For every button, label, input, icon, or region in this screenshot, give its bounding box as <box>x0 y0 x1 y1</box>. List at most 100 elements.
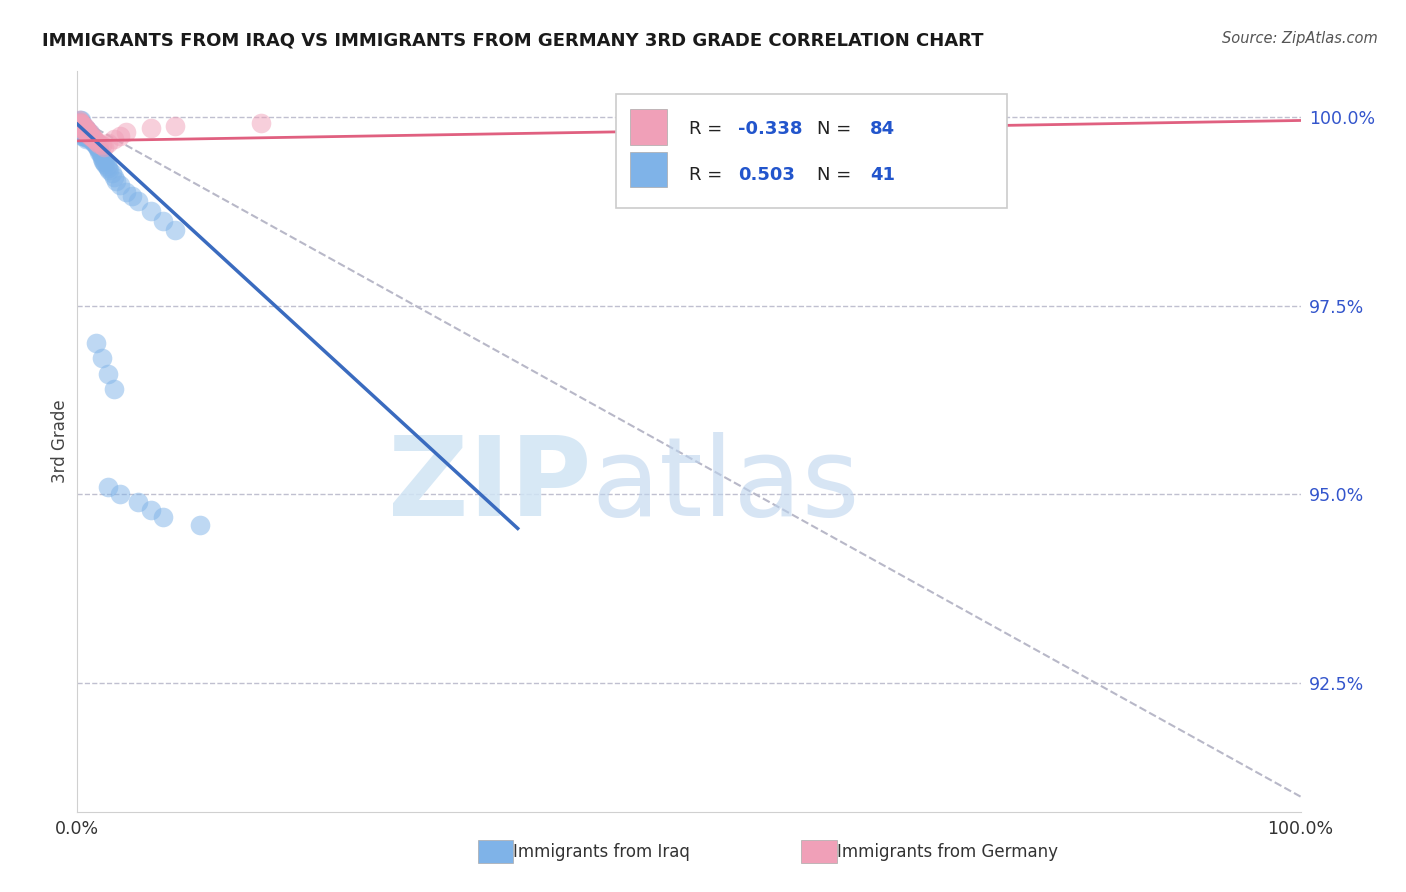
Point <box>77 125 100 139</box>
Point <box>79 126 101 140</box>
Point <box>128 194 150 209</box>
Text: Immigrants from Iraq: Immigrants from Iraq <box>513 843 690 861</box>
Point <box>70 117 93 131</box>
Point <box>79 126 101 140</box>
Point <box>69 119 91 133</box>
Point <box>76 126 98 140</box>
Point <box>80 130 103 145</box>
Point <box>77 130 100 145</box>
Point <box>84 138 107 153</box>
Point <box>97 367 120 381</box>
Point <box>100 166 122 180</box>
Point <box>69 113 91 128</box>
Point <box>77 127 100 141</box>
Point <box>84 336 107 351</box>
Point <box>152 510 174 524</box>
Point <box>250 116 273 130</box>
Text: Source: ZipAtlas.com: Source: ZipAtlas.com <box>1222 31 1378 46</box>
Point <box>67 113 90 128</box>
Point <box>97 136 120 150</box>
Point <box>139 502 162 516</box>
Point <box>69 115 91 129</box>
Point <box>94 156 117 170</box>
Point <box>73 120 96 135</box>
Point <box>90 138 112 153</box>
Point <box>70 126 93 140</box>
Point <box>70 123 93 137</box>
Point <box>70 123 93 137</box>
Point <box>90 146 112 161</box>
Point <box>70 113 93 128</box>
Point <box>76 123 98 137</box>
FancyBboxPatch shape <box>630 152 666 187</box>
Point <box>108 178 131 192</box>
Point <box>72 123 94 137</box>
Point <box>152 214 174 228</box>
Point <box>103 132 125 146</box>
Point <box>77 125 100 139</box>
Point <box>90 351 112 366</box>
Point <box>922 115 945 129</box>
Point <box>115 186 138 200</box>
Point <box>72 129 94 144</box>
Point <box>82 131 104 145</box>
Point <box>103 170 125 185</box>
Point <box>80 128 103 143</box>
Point <box>75 124 97 138</box>
Point <box>75 121 97 136</box>
Point <box>70 117 93 131</box>
Text: N =: N = <box>817 166 858 184</box>
Point <box>76 126 98 140</box>
Point <box>80 133 103 147</box>
Point <box>76 131 98 145</box>
Point <box>69 121 91 136</box>
Point <box>70 120 93 135</box>
Point <box>105 174 128 188</box>
Point <box>103 382 125 396</box>
Point <box>72 125 94 139</box>
Point <box>70 120 93 134</box>
Point <box>82 135 104 149</box>
Point <box>73 122 96 136</box>
Point <box>69 117 91 131</box>
Text: R =: R = <box>689 166 728 184</box>
Point <box>70 121 93 136</box>
Point <box>70 128 93 143</box>
Point <box>73 124 96 138</box>
Text: atlas: atlas <box>591 433 859 540</box>
Text: -0.338: -0.338 <box>738 120 803 138</box>
Point <box>75 121 97 136</box>
Point <box>86 136 108 150</box>
Point <box>121 189 143 203</box>
Point <box>139 121 162 136</box>
Point <box>89 136 111 151</box>
Point <box>70 116 93 130</box>
Point <box>128 495 150 509</box>
FancyBboxPatch shape <box>630 110 666 145</box>
Point <box>89 143 111 157</box>
Point <box>70 121 93 136</box>
Text: Immigrants from Germany: Immigrants from Germany <box>837 843 1057 861</box>
Point <box>79 128 101 143</box>
Point <box>73 128 96 143</box>
FancyBboxPatch shape <box>616 94 1007 209</box>
Point <box>67 115 90 129</box>
Point <box>70 121 93 136</box>
Point <box>91 153 114 168</box>
Point <box>77 128 100 142</box>
Point <box>108 487 131 501</box>
Point <box>83 132 105 146</box>
Point <box>115 125 138 139</box>
Point <box>70 126 93 140</box>
Point <box>90 149 112 163</box>
Point <box>96 159 118 173</box>
Point <box>76 128 98 143</box>
Point <box>72 121 94 136</box>
Point <box>72 119 94 133</box>
Point <box>80 131 103 145</box>
Text: 84: 84 <box>870 120 896 138</box>
Point <box>139 204 162 219</box>
Point <box>73 126 96 140</box>
Point <box>93 155 115 169</box>
Point <box>87 141 110 155</box>
